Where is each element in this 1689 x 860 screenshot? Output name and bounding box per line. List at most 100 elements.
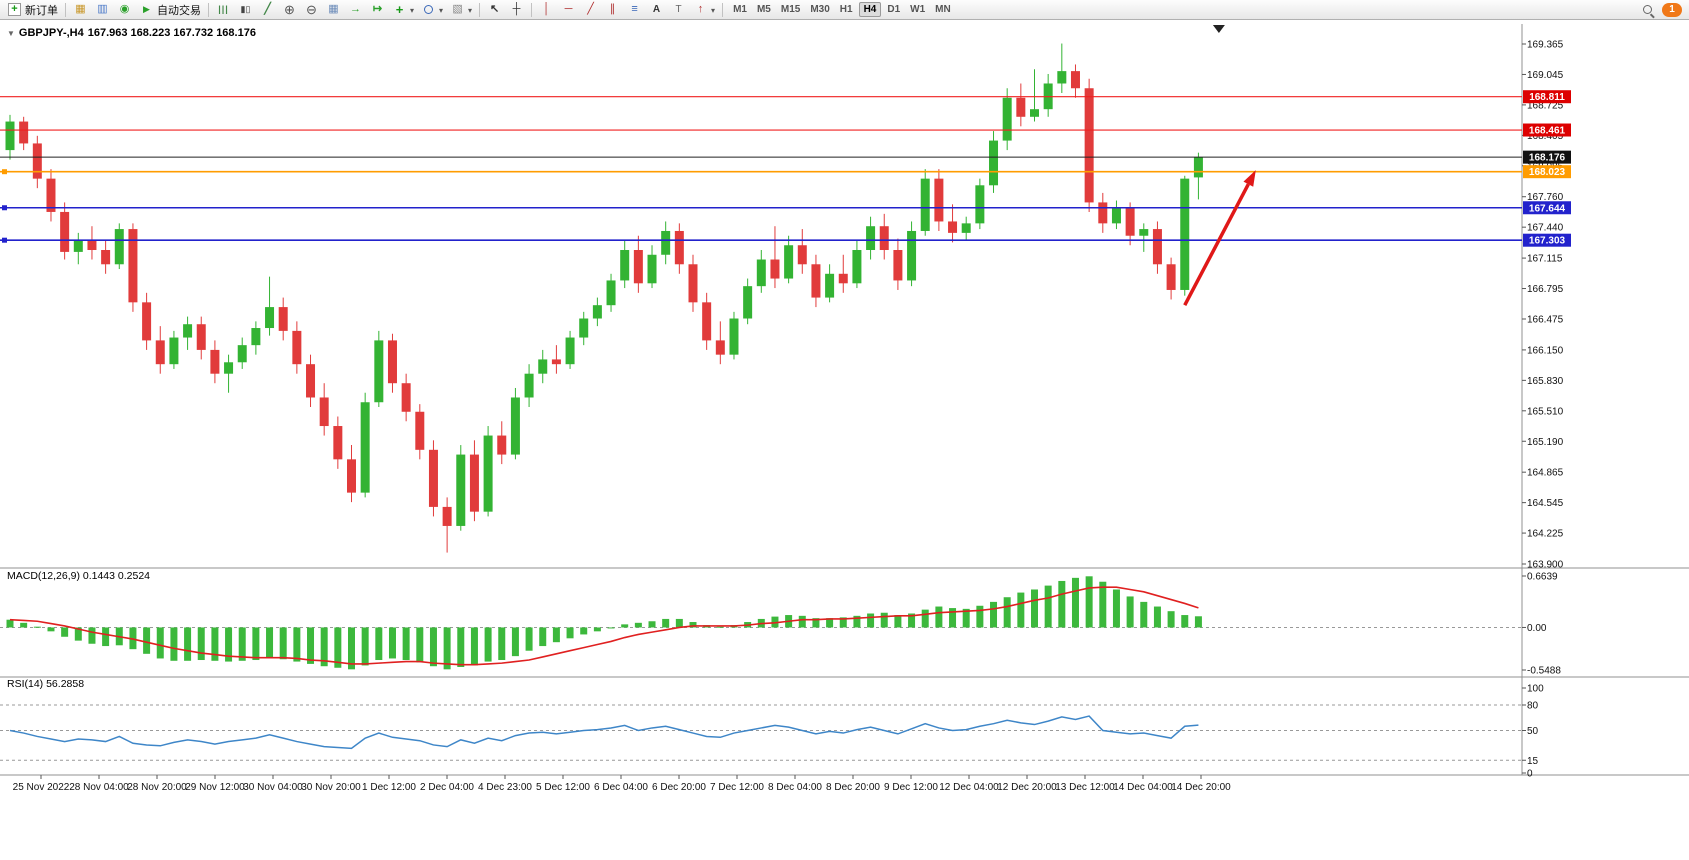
candle-body: [73, 240, 83, 252]
navigator-button[interactable]: [114, 1, 135, 18]
candlestick-type-button[interactable]: [235, 1, 256, 18]
rsi-line: [9, 715, 1199, 750]
macd-histogram-bar: [443, 627, 451, 670]
main-toolbar: 新订单 自动交易 M1 M5 M15 M30 H1 H4: [0, 0, 1689, 20]
candle-body: [251, 328, 261, 346]
periods-button[interactable]: [418, 1, 446, 18]
new-order-button[interactable]: 新订单: [4, 1, 61, 18]
time-axis-label: 8 Dec 04:00: [768, 782, 822, 793]
chart-shift-button[interactable]: [367, 1, 388, 18]
line-handle[interactable]: [2, 237, 7, 243]
candle-body: [688, 264, 698, 303]
trend-arrow-head[interactable]: [1243, 170, 1256, 187]
templates-button[interactable]: [447, 1, 475, 18]
toolbar-separator: [531, 2, 533, 17]
price-label-box: [1523, 165, 1571, 179]
trend-arrow-line[interactable]: [1183, 183, 1250, 307]
indicators-button[interactable]: [389, 1, 417, 18]
macd-histogram-bar: [1071, 577, 1079, 628]
candle-body: [265, 307, 275, 329]
timeframe-button-H4[interactable]: H4: [858, 2, 882, 17]
channel-button[interactable]: [602, 1, 623, 18]
chart-canvas[interactable]: 169.365169.045168.725168.405168.085167.7…: [0, 20, 1689, 810]
candle-body: [142, 302, 152, 341]
horizontal-line-button[interactable]: [558, 1, 579, 18]
macd-histogram-bar: [867, 613, 875, 628]
candle-body: [1030, 109, 1039, 117]
candle-body: [879, 226, 889, 251]
time-axis-label: 30 Nov 04:00: [243, 782, 303, 793]
candle-body: [374, 340, 384, 403]
timeframe-button-W1[interactable]: W1: [910, 4, 926, 15]
notification-badge[interactable]: 1: [1662, 2, 1682, 17]
price-axis-tick: 166.475: [1527, 314, 1564, 325]
time-axis-label: 25 Nov 2022: [13, 782, 70, 793]
trendline-button[interactable]: [580, 1, 601, 18]
price-label-box: [1523, 123, 1571, 137]
timeframe-button-M15[interactable]: M15: [780, 4, 801, 15]
candle-body: [524, 373, 534, 398]
timeframe-toolbar: M1 M5 M15 M30 H1 H4 D1 W1 MN: [729, 2, 955, 17]
timeframe-button-M1[interactable]: M1: [733, 4, 747, 15]
line-handle[interactable]: [2, 205, 7, 211]
candle-body: [5, 121, 15, 151]
macd-histogram-bar: [621, 624, 629, 628]
candle-body: [1084, 88, 1094, 203]
candle-body: [333, 426, 343, 460]
one-click-collapse-icon[interactable]: [7, 27, 15, 39]
candle-body: [442, 506, 452, 526]
text-label-button[interactable]: [668, 1, 689, 18]
line-chart-type-button[interactable]: [257, 1, 278, 18]
candle-body: [60, 211, 70, 252]
price-label-box: [1523, 233, 1571, 247]
macd-histogram-bar: [539, 627, 547, 647]
candle-body: [702, 302, 712, 341]
macd-histogram-bar: [170, 627, 178, 661]
cursor-button[interactable]: [484, 1, 505, 18]
time-axis-label: 8 Dec 20:00: [826, 782, 880, 793]
candlestick-type-icon: [238, 2, 253, 17]
vertical-line-button[interactable]: [536, 1, 557, 18]
crosshair-button[interactable]: [506, 1, 527, 18]
candle-body: [101, 250, 111, 265]
timeframe-button-M30[interactable]: M30: [810, 4, 830, 15]
chevron-down-icon: [468, 4, 472, 16]
auto-trading-button[interactable]: 自动交易: [136, 1, 204, 18]
candle-body: [1193, 157, 1203, 178]
price-axis-tick: 169.365: [1527, 40, 1564, 51]
fibonacci-button[interactable]: [624, 1, 645, 18]
macd-histogram-bar: [88, 627, 96, 644]
rsi-axis-tick: 0: [1527, 769, 1533, 780]
price-axis-tick: 165.510: [1527, 406, 1564, 417]
macd-histogram-bar: [211, 627, 219, 661]
candle-body: [510, 397, 520, 455]
search-icon[interactable]: [1640, 2, 1655, 17]
zoom-in-button[interactable]: [279, 1, 300, 18]
timeframe-button-D1[interactable]: D1: [887, 4, 901, 15]
zoom-out-button[interactable]: [301, 1, 322, 18]
macd-histogram-bar: [880, 612, 888, 628]
macd-histogram-bar: [20, 622, 28, 628]
auto-scroll-button[interactable]: [345, 1, 366, 18]
timeframe-button-MN[interactable]: MN: [935, 4, 951, 15]
periods-icon: [421, 2, 436, 17]
market-watch-button[interactable]: [92, 1, 113, 18]
charts-button[interactable]: [70, 1, 91, 18]
candle-body: [278, 307, 288, 331]
candle-body: [592, 305, 602, 319]
tile-windows-button[interactable]: [323, 1, 344, 18]
price-axis-tick: 165.830: [1527, 376, 1564, 387]
line-handle[interactable]: [2, 169, 7, 175]
price-label-box: [1523, 150, 1571, 164]
text-button[interactable]: [646, 1, 667, 18]
channel-icon: [605, 2, 620, 17]
candle-body: [920, 178, 930, 231]
candle-body: [770, 259, 780, 279]
bar-chart-type-button[interactable]: [213, 1, 234, 18]
chart-title: GBPJPY-,H4 167.963 168.223 167.732 168.1…: [7, 27, 256, 39]
timeframe-button-M5[interactable]: M5: [756, 4, 771, 15]
timeframe-button-H1[interactable]: H1: [839, 4, 853, 15]
toolbar-separator: [722, 2, 724, 17]
chart-shift-marker[interactable]: [1212, 25, 1225, 33]
arrows-button[interactable]: [690, 1, 718, 18]
